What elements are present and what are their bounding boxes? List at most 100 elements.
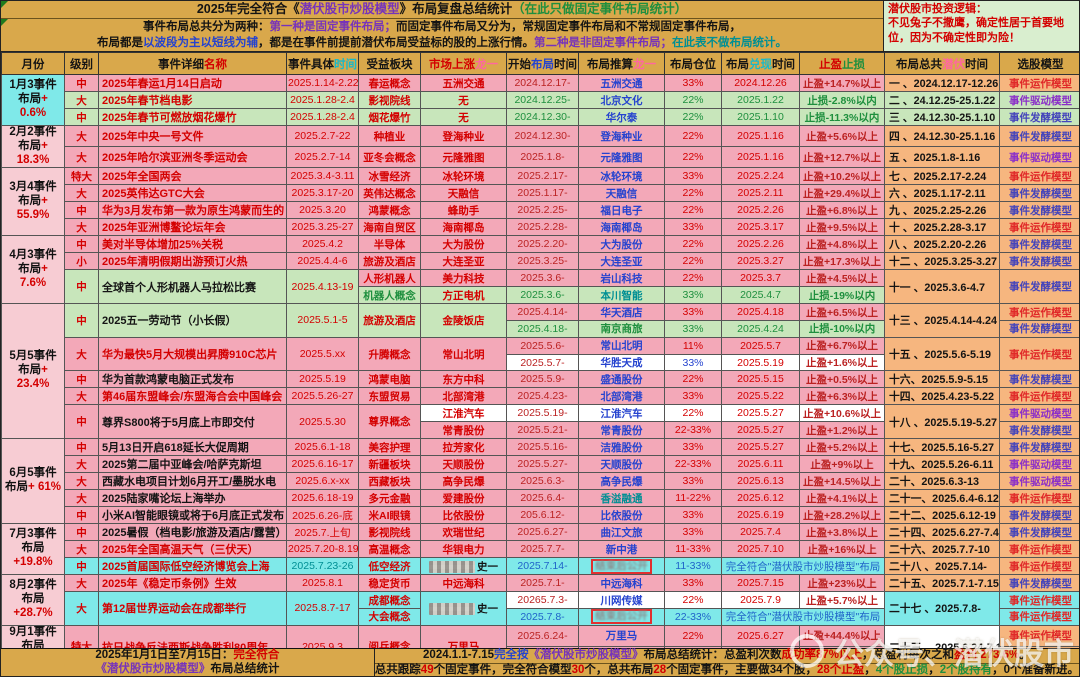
grid-cell[interactable]: 止盈+5.7%以上 <box>799 591 885 609</box>
grid-cell[interactable]: 中 <box>64 370 99 389</box>
grid-cell[interactable]: 止盈+6.7%以上 <box>799 336 885 355</box>
grid-cell[interactable]: 十 、2025.2.28-3.17 <box>884 218 1000 237</box>
grid-cell[interactable]: 九 、2025.2.25-2.26 <box>884 201 1000 220</box>
grid-cell[interactable]: 2025年春节可燃放烟花爆竹 <box>98 108 287 126</box>
grid-cell[interactable]: 22% <box>664 201 722 220</box>
grid-cell[interactable]: 史一 <box>420 557 507 576</box>
grid-cell[interactable]: 海南椰岛 <box>420 218 507 237</box>
grid-cell[interactable]: 止盈+9%以上 <box>799 455 885 474</box>
grid-cell[interactable]: 20265.7.3- <box>506 591 579 609</box>
grid-cell[interactable]: 2025.5.15 <box>721 370 800 389</box>
grid-cell[interactable]: 22% <box>664 91 722 109</box>
grid-cell[interactable]: 止盈+1.2%以上 <box>799 421 885 440</box>
grid-cell[interactable]: 2025.3.17 <box>721 218 800 237</box>
grid-cell[interactable]: 大 <box>64 455 99 474</box>
grid-cell[interactable]: 事件发酵模型 <box>999 370 1079 389</box>
grid-cell[interactable]: 止盈+23%以上 <box>799 574 885 593</box>
grid-cell[interactable]: 2025.5.19 <box>286 370 359 389</box>
grid-cell[interactable]: 八 、2025.2.20-2.26 <box>884 235 1000 254</box>
grid-cell[interactable]: 止盈+16%以上 <box>799 540 885 559</box>
grid-cell[interactable]: 高争民爆 <box>578 472 665 491</box>
grid-cell[interactable]: 2025暑假（档电影/旅游及酒店/露营） <box>98 523 287 542</box>
grid-cell[interactable]: 大 <box>64 91 99 109</box>
grid-cell[interactable]: 22% <box>664 370 722 389</box>
grid-cell[interactable]: 33% <box>664 506 722 525</box>
grid-cell[interactable]: 2025.2.24 <box>721 167 800 186</box>
grid-cell[interactable]: 高争民爆 <box>420 472 507 491</box>
grid-cell[interactable]: 本川智能 <box>578 286 665 305</box>
grid-cell[interactable]: 33% <box>664 303 722 321</box>
grid-cell[interactable]: 海南椰岛 <box>578 218 665 237</box>
grid-cell[interactable]: 大 <box>64 591 99 626</box>
grid-cell[interactable]: 抗日战争反法西斯战争胜利80周年 <box>98 624 287 648</box>
grid-cell[interactable]: 西藏水电项目计划6月开工/墨脱水电 <box>98 472 287 491</box>
grid-cell[interactable]: 十七、2025.5.16-5.27 <box>884 438 1000 457</box>
grid-cell[interactable]: 2025.2.7-14 <box>286 146 359 169</box>
grid-cell[interactable]: 稳定货币 <box>358 574 421 593</box>
grid-cell[interactable]: 阅兵概念 <box>358 624 421 648</box>
grid-cell[interactable]: 华为最快5月大规模出昇腾910C芯片 <box>98 336 287 372</box>
grid-cell[interactable]: 2025.2.28- <box>506 218 579 237</box>
grid-cell[interactable]: 2025.3.20 <box>286 201 359 220</box>
grid-cell[interactable]: 冰轮环境 <box>420 167 507 186</box>
grid-cell[interactable]: 事件驱动模型 <box>999 404 1079 423</box>
grid-cell[interactable]: 止损-2.8%以内 <box>799 91 885 109</box>
grid-cell[interactable]: 事件发酵模型 <box>999 108 1079 126</box>
grid-cell[interactable]: 2025.5.30 <box>286 404 359 440</box>
month-cell-3月4事件布局[interactable]: 3月4事件布局+ 55.9% <box>1 167 65 237</box>
grid-cell[interactable]: 结束后公开 <box>578 607 665 626</box>
grid-cell[interactable]: 2025.4.14- <box>506 303 579 321</box>
grid-cell[interactable]: 2025年全国两会 <box>98 167 287 186</box>
grid-cell[interactable]: 事件发酵模型 <box>999 506 1079 525</box>
grid-cell[interactable]: 止盈+14.7%以上 <box>799 74 885 92</box>
grid-cell[interactable]: 旅游及酒店 <box>358 252 421 271</box>
grid-cell[interactable]: 2025.5.27 <box>721 404 800 423</box>
grid-cell[interactable]: 中 <box>64 557 99 576</box>
grid-cell[interactable]: 事件运作模型 <box>999 336 1079 372</box>
grid-cell[interactable]: 2025.3.17-20 <box>286 184 359 203</box>
grid-cell[interactable]: 比依股份 <box>578 506 665 525</box>
grid-cell[interactable]: 止盈+29.4%以上 <box>799 184 885 203</box>
grid-cell[interactable]: 止盈+3.8%以上 <box>799 523 885 542</box>
grid-cell[interactable]: 205.6.12- <box>506 506 579 525</box>
column-header-3[interactable]: 事件具体时间 <box>286 52 359 75</box>
grid-cell[interactable]: 2025.5.6- <box>506 336 579 355</box>
grid-cell[interactable]: 22% <box>664 624 722 648</box>
grid-cell[interactable]: 2025.5.16- <box>506 438 579 457</box>
grid-cell[interactable]: 天顺股份 <box>420 455 507 474</box>
column-header-2[interactable]: 事件详细名称 <box>98 52 287 75</box>
grid-cell[interactable]: 十八 、2025.5.19-5.27 <box>884 404 1000 440</box>
grid-cell[interactable]: 2025.3.7 <box>721 269 800 288</box>
grid-cell[interactable]: 二十六、2025.7.7-10 <box>884 540 1000 559</box>
grid-cell[interactable]: 金陵饭店 <box>420 303 507 338</box>
grid-cell[interactable]: 33% <box>664 167 722 186</box>
grid-cell[interactable]: 2025.1.22 <box>721 91 800 109</box>
grid-cell[interactable]: 2025陆家嘴论坛上海举办 <box>98 489 287 508</box>
column-header-6[interactable]: 开始布局时间 <box>506 52 579 75</box>
grid-cell[interactable]: 登海种业 <box>420 124 507 148</box>
grid-cell[interactable]: 2025.2.25- <box>506 201 579 220</box>
grid-cell[interactable]: 华为3月发布第一款为原生鸿蒙而生的 <box>98 201 287 220</box>
grid-cell[interactable]: 2025.5.26-27 <box>286 387 359 406</box>
grid-cell[interactable]: 33% <box>664 286 722 305</box>
grid-cell[interactable]: 2025.6.11 <box>721 455 800 474</box>
grid-cell[interactable]: 第46届东盟峰会/东盟海合会中国峰会 <box>98 387 287 406</box>
grid-cell[interactable]: 冰轮环境 <box>578 167 665 186</box>
grid-cell[interactable]: 拉芳家化 <box>420 438 507 457</box>
grid-cell[interactable]: 十三 、2025.4.14-4.24 <box>884 303 1000 338</box>
grid-cell[interactable]: 六 、2025.1.17-2.11 <box>884 184 1000 203</box>
grid-cell[interactable]: 常青股份 <box>420 421 507 440</box>
grid-cell[interactable]: 南京商旅 <box>578 319 665 338</box>
grid-cell[interactable]: 春运概念 <box>358 74 421 92</box>
grid-cell[interactable]: 事件发酵模型 <box>999 574 1079 593</box>
grid-cell[interactable]: 22% <box>664 591 722 609</box>
grid-cell[interactable]: 2025.2.11 <box>721 184 800 203</box>
grid-cell[interactable]: 盛通股份 <box>578 370 665 389</box>
grid-cell[interactable]: 欢瑞世纪 <box>420 523 507 542</box>
grid-cell[interactable]: 中 <box>64 303 99 338</box>
grid-cell[interactable]: 西藏板块 <box>358 472 421 491</box>
grid-cell[interactable]: 22% <box>664 184 722 203</box>
grid-cell[interactable]: 元隆雅图 <box>578 146 665 169</box>
grid-cell[interactable]: 成都概念 <box>358 591 421 609</box>
grid-cell[interactable]: 22% <box>664 235 722 254</box>
